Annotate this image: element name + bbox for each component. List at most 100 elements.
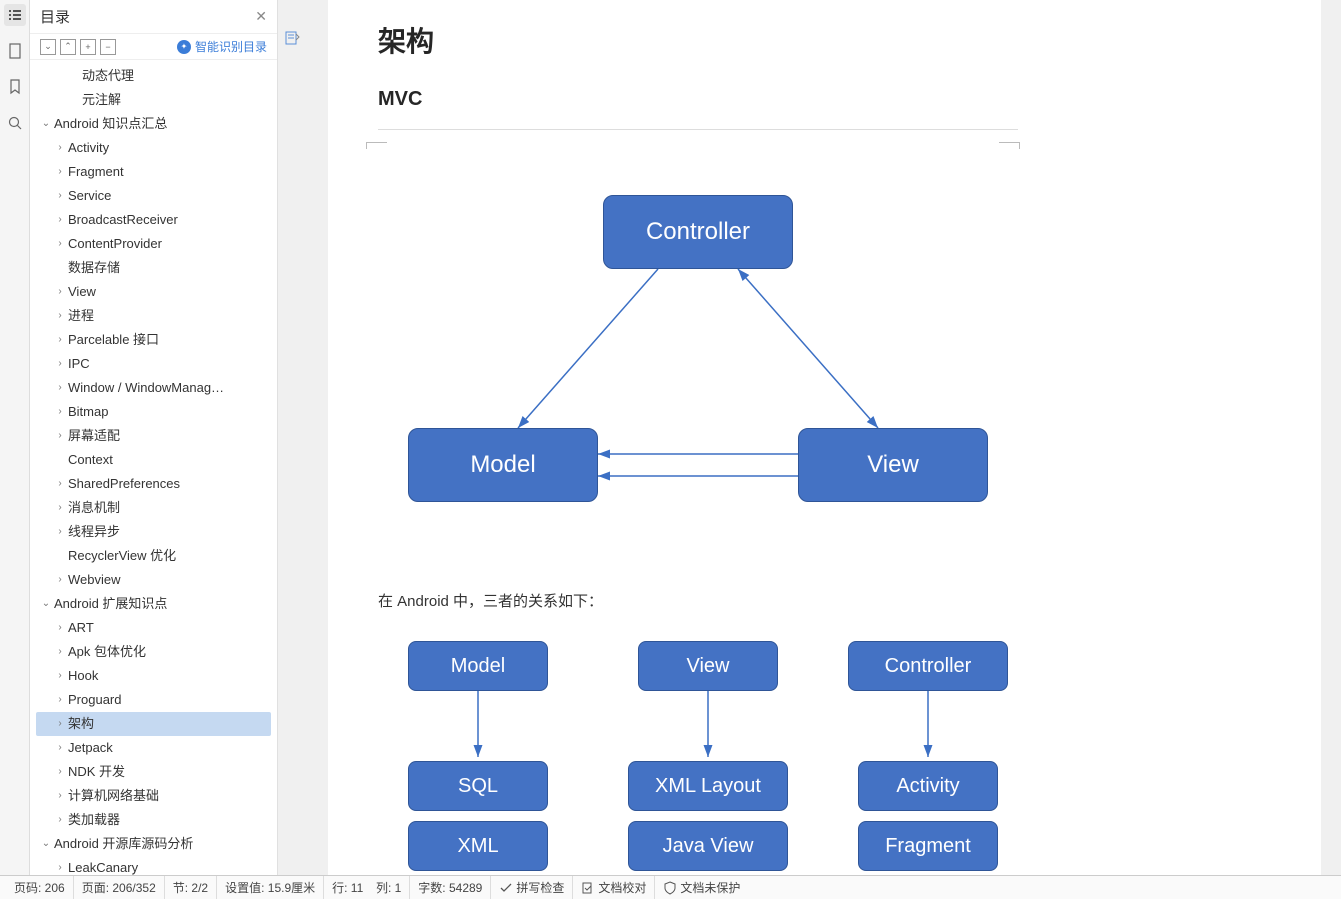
toc-item[interactable]: ›Hook [36, 664, 271, 688]
toc-item[interactable]: ›SharedPreferences [36, 472, 271, 496]
toc-item-label: Context [68, 450, 113, 470]
toc-item[interactable]: ›计算机网络基础 [36, 784, 271, 808]
toc-item[interactable]: ›屏幕适配 [36, 424, 271, 448]
toc-item[interactable]: ⌄Android 扩展知识点 [36, 592, 271, 616]
chevron-right-icon[interactable]: › [54, 666, 66, 686]
collapse-all-icon[interactable]: − [100, 39, 116, 55]
status-page[interactable]: 页面: 206/352 [74, 876, 165, 899]
chevron-right-icon[interactable]: › [54, 330, 66, 350]
smart-icon: ✦ [177, 40, 191, 54]
toc-item[interactable]: ›View [36, 280, 271, 304]
close-icon[interactable]: ✕ [255, 8, 267, 25]
toc-item[interactable]: ›Activity [36, 136, 271, 160]
chevron-right-icon[interactable]: › [54, 786, 66, 806]
toc-item[interactable]: ›NDK 开发 [36, 760, 271, 784]
chevron-right-icon[interactable]: › [54, 306, 66, 326]
chevron-right-icon[interactable]: › [54, 522, 66, 542]
toc-item[interactable]: ›Apk 包体优化 [36, 640, 271, 664]
toc-item[interactable]: ›BroadcastReceiver [36, 208, 271, 232]
toc-item[interactable]: ›消息机制 [36, 496, 271, 520]
toc-item-label: Apk 包体优化 [68, 642, 146, 662]
toc-item[interactable]: ›Window / WindowManag… [36, 376, 271, 400]
diagram-node-controller: Controller [603, 195, 793, 269]
chevron-right-icon[interactable]: › [54, 618, 66, 638]
chevron-right-icon[interactable]: › [54, 738, 66, 758]
chevron-down-icon[interactable]: ⌄ [40, 114, 52, 134]
status-pagecode[interactable]: 页码: 206 [6, 876, 74, 899]
chevron-right-icon[interactable]: › [54, 498, 66, 518]
toc-item[interactable]: ›Jetpack [36, 736, 271, 760]
toc-item[interactable]: ›线程异步 [36, 520, 271, 544]
smart-toc-label: 智能识别目录 [195, 38, 267, 55]
mapping-node: View [638, 641, 778, 691]
toc-icon[interactable] [4, 4, 26, 26]
chevron-right-icon[interactable]: › [54, 138, 66, 158]
chevron-right-icon[interactable]: › [54, 810, 66, 830]
status-setvalue[interactable]: 设置值: 15.9厘米 [217, 876, 324, 899]
smart-toc-button[interactable]: ✦ 智能识别目录 [177, 38, 267, 55]
toc-item[interactable]: ⌄Android 开源库源码分析 [36, 832, 271, 856]
status-section[interactable]: 节: 2/2 [165, 876, 217, 899]
toc-item-label: Android 扩展知识点 [54, 594, 167, 614]
toc-item-label: NDK 开发 [68, 762, 125, 782]
toc-item-label: BroadcastReceiver [68, 210, 178, 230]
chevron-right-icon[interactable]: › [54, 858, 66, 875]
toc-item[interactable]: ›Fragment [36, 160, 271, 184]
toc-item[interactable]: ›IPC [36, 352, 271, 376]
chevron-right-icon[interactable]: › [54, 426, 66, 446]
page: 架构 MVC ControllerModelView 在 Android 中，三… [328, 0, 1321, 875]
toc-item[interactable]: ›Webview [36, 568, 271, 592]
toc-item[interactable]: ›进程 [36, 304, 271, 328]
chevron-right-icon[interactable]: › [54, 162, 66, 182]
toc-item[interactable]: ›Parcelable 接口 [36, 328, 271, 352]
status-protect[interactable]: 文档未保护 [655, 876, 748, 899]
status-spellcheck[interactable]: 拼写检查 [491, 876, 573, 899]
toc-item-label: RecyclerView 优化 [68, 546, 176, 566]
chevron-down-icon[interactable]: ⌄ [40, 834, 52, 854]
toc-item[interactable]: ›LeakCanary [36, 856, 271, 875]
toc-item[interactable]: 数据存储 [36, 256, 271, 280]
toc-item-label: View [68, 282, 96, 302]
search-icon[interactable] [4, 112, 26, 134]
toc-item[interactable]: ›Service [36, 184, 271, 208]
section-icon[interactable] [284, 30, 302, 48]
status-row[interactable]: 行: 11 列: 1 [324, 876, 410, 899]
collapse-up-icon[interactable]: ⌃ [60, 39, 76, 55]
chevron-right-icon[interactable]: › [54, 402, 66, 422]
shield-icon [663, 881, 677, 895]
toc-item[interactable]: ›ContentProvider [36, 232, 271, 256]
chevron-right-icon[interactable]: › [54, 570, 66, 590]
toc-item[interactable]: RecyclerView 优化 [36, 544, 271, 568]
chevron-right-icon[interactable]: › [54, 714, 66, 734]
toc-item[interactable]: ›ART [36, 616, 271, 640]
toc-item[interactable]: 元注解 [36, 88, 271, 112]
chevron-right-icon[interactable]: › [54, 210, 66, 230]
chevron-right-icon[interactable]: › [54, 282, 66, 302]
chevron-right-icon[interactable]: › [54, 690, 66, 710]
chevron-down-icon[interactable]: ⌄ [40, 594, 52, 614]
chevron-right-icon[interactable]: › [54, 186, 66, 206]
chevron-right-icon[interactable]: › [54, 474, 66, 494]
toc-item[interactable]: ›Proguard [36, 688, 271, 712]
toc-item[interactable]: Context [36, 448, 271, 472]
status-doccheck[interactable]: 文档校对 [573, 876, 655, 899]
status-words[interactable]: 字数: 54289 [410, 876, 491, 899]
document-area: 架构 MVC ControllerModelView 在 Android 中，三… [278, 0, 1341, 875]
chevron-right-icon[interactable]: › [54, 378, 66, 398]
toc-item[interactable]: ›Bitmap [36, 400, 271, 424]
bookmark-icon[interactable] [4, 76, 26, 98]
expand-down-icon[interactable]: ⌄ [40, 39, 56, 55]
toc-item[interactable]: ›类加载器 [36, 808, 271, 832]
doc-check-icon [581, 881, 595, 895]
chevron-right-icon[interactable]: › [54, 354, 66, 374]
toc-item-label: LeakCanary [68, 858, 138, 875]
chevron-right-icon[interactable]: › [54, 234, 66, 254]
toc-tree[interactable]: 动态代理元注解⌄Android 知识点汇总›Activity›Fragment›… [30, 60, 277, 875]
expand-all-icon[interactable]: + [80, 39, 96, 55]
toc-item[interactable]: ›架构 [36, 712, 271, 736]
chevron-right-icon[interactable]: › [54, 642, 66, 662]
toc-item[interactable]: ⌄Android 知识点汇总 [36, 112, 271, 136]
page-icon[interactable] [4, 40, 26, 62]
chevron-right-icon[interactable]: › [54, 762, 66, 782]
toc-item[interactable]: 动态代理 [36, 64, 271, 88]
